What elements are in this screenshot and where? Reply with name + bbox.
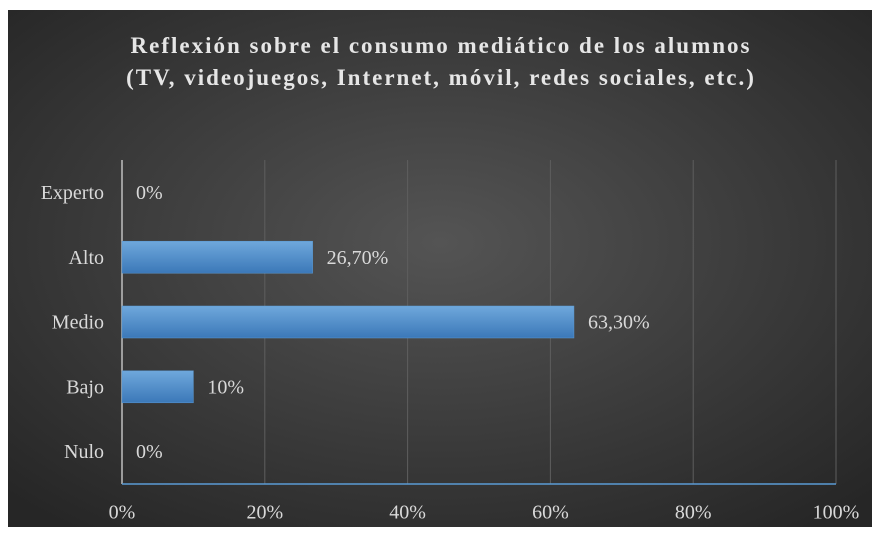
- value-label: 26,70%: [327, 247, 389, 269]
- x-tick-label: 60%: [532, 502, 569, 524]
- x-tick-label: 20%: [246, 502, 283, 524]
- x-tick-label: 0%: [109, 502, 136, 524]
- y-tick-label: Experto: [41, 182, 104, 204]
- y-tick-label: Alto: [68, 247, 104, 269]
- y-tick-label: Bajo: [66, 376, 104, 398]
- value-label: 0%: [136, 441, 163, 463]
- x-tick-label: 40%: [389, 502, 426, 524]
- chart-title: Reflexión sobre el consumo mediático de …: [126, 33, 756, 90]
- y-tick-label: Nulo: [64, 441, 104, 463]
- x-tick-label: 100%: [813, 502, 860, 524]
- bar: [121, 240, 313, 274]
- value-label: 63,30%: [588, 312, 650, 334]
- bar: [121, 305, 575, 339]
- value-label: 10%: [207, 376, 244, 398]
- y-tick-label: Medio: [52, 312, 104, 334]
- bar: [121, 370, 194, 404]
- x-tick-label: 80%: [675, 502, 712, 524]
- value-label: 0%: [136, 182, 163, 204]
